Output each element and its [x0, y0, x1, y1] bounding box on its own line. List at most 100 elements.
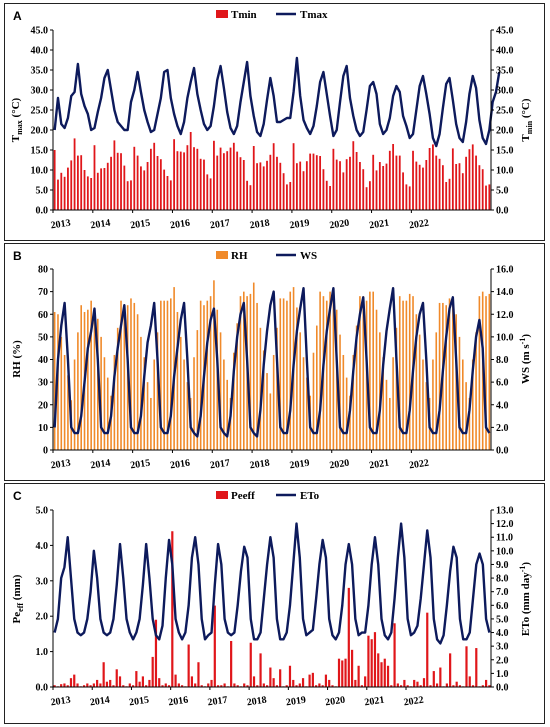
bar: [150, 397, 152, 450]
bar: [149, 148, 152, 210]
bar: [90, 178, 93, 210]
bar: [398, 155, 401, 210]
right-tick-label: 10.0: [496, 166, 514, 177]
bar: [213, 605, 216, 687]
bar: [226, 379, 228, 450]
x-tick-label: 2018: [249, 218, 270, 232]
x-tick-label: 2015: [130, 218, 151, 232]
bar: [365, 187, 368, 210]
panel-a: A 0.0 5.0 10.0 15.0 20.0 25.0 30.0 35.0 40.0 45.0 0…: [4, 3, 545, 241]
bar: [262, 350, 265, 450]
line-series-ws: [53, 287, 491, 438]
bar: [445, 683, 448, 687]
bar: [419, 685, 422, 687]
bar: [432, 359, 434, 450]
bar: [86, 683, 89, 687]
bar: [367, 635, 370, 687]
legend-swatch-peeff: [216, 491, 228, 499]
right-axis-title-sup: -1: [518, 338, 527, 345]
right-axis-title-unit: ): [520, 562, 532, 566]
bar: [209, 296, 212, 450]
bar: [272, 143, 275, 210]
right-tick-label: 14.0: [496, 287, 514, 298]
bar: [296, 307, 298, 450]
right-tick-label: 13.0: [496, 506, 514, 517]
bar: [141, 676, 144, 687]
bar: [233, 683, 236, 687]
left-tick-label: 15.0: [31, 146, 49, 157]
right-tick-label: 20.0: [496, 126, 514, 137]
bar: [345, 377, 348, 450]
bar: [478, 165, 481, 210]
bar: [285, 685, 288, 687]
bar: [355, 325, 358, 450]
bar: [93, 309, 96, 450]
right-tick-label: 40.0: [496, 46, 514, 57]
bar: [289, 182, 292, 210]
legend-label-tmin: Tmin: [231, 9, 257, 21]
bar: [196, 148, 199, 210]
bar: [177, 683, 180, 687]
bar: [256, 163, 258, 210]
bar: [151, 656, 154, 687]
bar: [243, 683, 246, 687]
bar: [110, 156, 112, 210]
bar: [478, 296, 481, 450]
bar: [403, 679, 406, 687]
bar: [181, 685, 184, 687]
bar: [69, 678, 73, 687]
bar: [488, 184, 491, 210]
bar: [458, 685, 462, 687]
left-tick-label: 20.0: [31, 126, 49, 137]
bar: [309, 153, 312, 210]
bar: [216, 155, 219, 210]
panel-c: C 0.0 1.0 2.0 3.0 4.0 5.0 0.0 1.0 2.0 3.0 4.0 5.0 6.0…: [4, 483, 545, 724]
bar: [368, 181, 371, 210]
left-axis-title-sub: eff: [16, 603, 25, 612]
bar: [53, 311, 56, 450]
x-tick-label: 2021: [369, 458, 390, 472]
bar: [96, 679, 99, 687]
bar: [160, 300, 162, 450]
bar: [288, 665, 292, 687]
line-series-tmax: [53, 56, 501, 148]
bar: [135, 671, 138, 687]
x-tick-label: 2017: [209, 218, 230, 232]
left-tick-label: 2.0: [36, 612, 49, 623]
bar: [269, 393, 272, 450]
x-tick-label: 2019: [289, 458, 310, 472]
bar: [488, 293, 491, 450]
bar: [299, 332, 301, 450]
bar: [116, 327, 119, 450]
bar: [272, 354, 275, 450]
left-tick-label: 60: [38, 310, 48, 321]
bar: [70, 160, 73, 210]
line-series-eto: [53, 522, 491, 645]
bar: [173, 139, 176, 210]
bar: [349, 156, 351, 210]
bar: [60, 172, 63, 210]
right-axis-title-main: ETo (mm day: [520, 572, 532, 636]
bar: [426, 612, 429, 687]
bar: [236, 323, 238, 450]
bar: [429, 685, 432, 687]
bar: [183, 359, 185, 450]
bar: [279, 162, 282, 210]
bar: [82, 685, 86, 687]
x-tick-label: 2022: [403, 695, 424, 709]
bar: [342, 354, 345, 450]
left-tick-labels: 0 10 20 30 40 50 60 70 80: [38, 265, 53, 457]
bar: [156, 156, 159, 210]
bar: [190, 676, 194, 687]
bar: [199, 158, 202, 210]
bar: [276, 327, 278, 450]
bar: [209, 178, 212, 210]
bar: [66, 685, 69, 687]
bar: [252, 676, 256, 687]
bar: [236, 151, 239, 210]
x-tick-label: 2017: [209, 458, 230, 472]
bar: [87, 309, 89, 450]
bar: [53, 685, 56, 687]
bar: [140, 166, 142, 210]
chart-c: C 0.0 1.0 2.0 3.0 4.0 5.0 0.0 1.0 2.0 3.0 4.0 5.0 6.0…: [11, 489, 532, 709]
